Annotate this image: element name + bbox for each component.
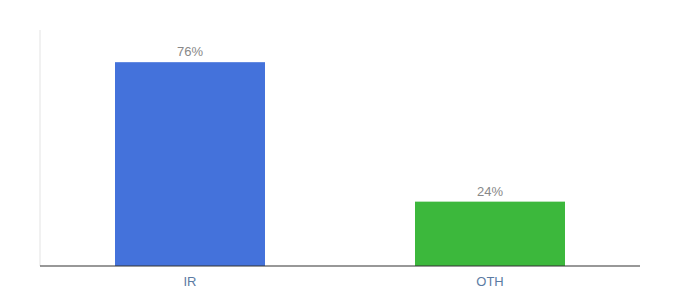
x-tick-label: IR — [184, 274, 197, 289]
chart-container: 76% IR 24% OTH — [0, 0, 680, 300]
x-tick-label: OTH — [476, 274, 503, 289]
bar — [115, 62, 265, 266]
y-range-line — [40, 30, 41, 266]
bar — [415, 202, 565, 266]
data-label: 76% — [177, 44, 203, 59]
x-axis-line — [40, 265, 640, 266]
chart-svg: 76% IR 24% OTH — [0, 0, 680, 300]
labels: 76% IR 24% OTH — [177, 44, 504, 289]
bars — [115, 62, 565, 266]
data-label: 24% — [477, 184, 503, 199]
